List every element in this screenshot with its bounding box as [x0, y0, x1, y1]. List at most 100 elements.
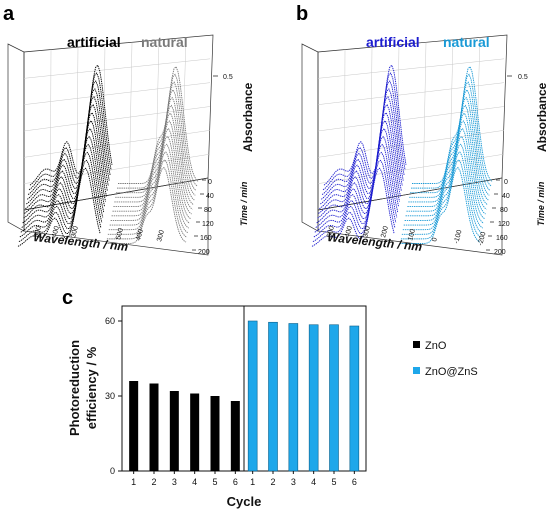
artificial-spectrum-curve: [320, 96, 403, 205]
panel-a-3d-spectra: a artificial natural 0.5 Absorbance 0 40…: [3, 3, 255, 256]
panel-b-time-ticks: 0 40 80 120 160 200: [494, 179, 510, 256]
x-tick-label: 1: [250, 477, 255, 487]
artificial-spectrum-curve: [28, 72, 112, 191]
panel-b-time-tick: 120: [498, 221, 510, 228]
panel-a-wl-tick: 300: [70, 225, 80, 238]
artificial-spectrum-curve: [314, 143, 398, 233]
panel-a-time-tick: 40: [206, 193, 214, 200]
panel-a-spectra-curves: [17, 64, 199, 247]
panel-c-y-axis: 0 30 60: [105, 316, 122, 476]
panel-a-wavelength-axis-label: Wavelength / nm: [33, 230, 129, 254]
x-tick-label: 3: [172, 477, 177, 487]
x-tick-label: 4: [192, 477, 197, 487]
legend-label-zno-zns: ZnO@ZnS: [425, 366, 478, 378]
panel-b-time-tick: 40: [502, 193, 510, 200]
bar-zno-5: [210, 396, 220, 471]
panel-c-x-axis: 1 2 3 4 5 6 1 2 3 4 5 6: [131, 471, 357, 487]
artificial-spectrum-curve: [315, 135, 399, 228]
artificial-spectrum-curve: [17, 167, 101, 247]
x-tick-label: 6: [233, 477, 238, 487]
panel-c-legend: ZnO ZnO@ZnS: [413, 340, 478, 378]
panel-b-time-tick: 200: [494, 249, 506, 256]
panel-a-time-ticks: 0 40 80 120 160 200: [198, 179, 214, 256]
artificial-spectrum-curve: [23, 119, 106, 219]
panel-b-wl-tick: 100: [407, 228, 417, 241]
panel-a-time-tick: 0: [208, 179, 212, 186]
panel-c-bar-chart: c 0 30 60 1 2 3 4 5 6 1 2 3 4 5 6 Photoreduction effi…: [62, 287, 478, 509]
natural-spectrum-curve: [407, 104, 488, 208]
panel-b-3d-spectra: b artificial natural 0.5 Absorbance 0 40…: [296, 3, 549, 256]
panel-b-z-axis-label: Absorbance: [535, 82, 549, 152]
natural-spectrum-curve: [107, 151, 189, 235]
natural-spectrum-curve: [110, 128, 191, 221]
natural-spectrum-curve: [412, 65, 493, 184]
natural-spectrum-curve: [400, 166, 481, 244]
artificial-spectrum-curve: [322, 72, 406, 191]
side-wall: [7, 43, 25, 232]
natural-spectrum-curve: [408, 96, 489, 203]
panel-a-time-tick: 120: [202, 221, 214, 228]
natural-spectrum-curve: [400, 159, 482, 240]
natural-spectrum-curve: [406, 112, 487, 212]
artificial-spectrum-curve: [311, 167, 395, 247]
x-tick-label: 5: [212, 477, 217, 487]
bar-zno-zns-1: [247, 320, 258, 472]
bar-zno-zns-3: [288, 323, 299, 472]
y-tick-label: 30: [105, 391, 115, 401]
panel-c-y-axis-label-line2: efficiency / %: [84, 346, 99, 429]
panel-a-time-tick: 80: [204, 207, 212, 214]
x-tick-label: 3: [291, 477, 296, 487]
panel-b-time-tick: 0: [504, 179, 508, 186]
bar-zno-zns-2: [268, 321, 278, 472]
artificial-spectrum-curve: [318, 112, 401, 214]
natural-spectrum-curve: [116, 81, 197, 194]
panel-a-legend-natural: natural: [141, 34, 188, 50]
natural-spectrum-curve: [401, 151, 483, 235]
artificial-spectrum-curve: [27, 80, 111, 195]
panel-b-time-axis-label: Time / min: [536, 181, 546, 226]
panel-a-letter: a: [3, 3, 15, 25]
natural-spectrum-curve: [112, 112, 193, 212]
natural-spectrum-curve: [118, 65, 199, 184]
artificial-spectrum-curve: [26, 88, 110, 200]
panel-a-time-axis-label: Time / min: [239, 181, 249, 226]
grid-line: [23, 130, 211, 158]
legend-swatch-zno: [413, 341, 420, 348]
legend-label-zno: ZnO: [425, 340, 447, 352]
artificial-spectrum-curve: [19, 151, 103, 238]
panel-a-wavelength-ticks: 500 400 300 500 400 300: [33, 225, 166, 242]
panel-a-z-tick: 0.5: [223, 74, 233, 81]
panel-c-letter: c: [62, 287, 73, 309]
panel-b-wl-tick: -200: [477, 231, 487, 246]
bar-zno-zns-6: [349, 325, 360, 472]
bar-zno-zns-4: [308, 324, 319, 472]
bar-zno-3: [169, 391, 179, 471]
artificial-spectrum-curve: [320, 88, 404, 200]
panel-b-legend-artificial: artificial: [366, 34, 420, 50]
artificial-spectrum-curve: [319, 104, 402, 210]
natural-spectrum-curve: [114, 96, 195, 203]
x-tick-label: 5: [331, 477, 336, 487]
panel-b-time-tick: 80: [500, 207, 508, 214]
bar-zno-6: [230, 401, 240, 471]
panel-a-time-tick: 200: [198, 249, 210, 256]
panel-b-wl-tick: -100: [453, 229, 463, 244]
natural-spectrum-curve: [113, 104, 194, 208]
panel-b-wl-tick: 200: [380, 225, 390, 238]
grid-line: [317, 106, 505, 132]
grid-line: [317, 82, 505, 105]
x-tick-label: 6: [352, 477, 357, 487]
grid-line: [23, 58, 211, 79]
y-tick-label: 0: [110, 466, 115, 476]
panel-b-wl-tick: 300: [362, 225, 372, 238]
artificial-spectrum-curve: [313, 151, 397, 238]
natural-spectrum-curve: [403, 135, 484, 226]
panel-c-y-axis-label-line1: Photoreduction: [67, 340, 82, 436]
panel-b-legend-natural: natural: [443, 34, 490, 50]
panel-a-wl-tick: 400: [135, 228, 145, 241]
panel-b-axes-box: [301, 34, 512, 256]
natural-spectrum-curve: [409, 89, 490, 198]
natural-spectrum-curve: [111, 120, 192, 217]
natural-spectrum-curve: [410, 81, 491, 194]
